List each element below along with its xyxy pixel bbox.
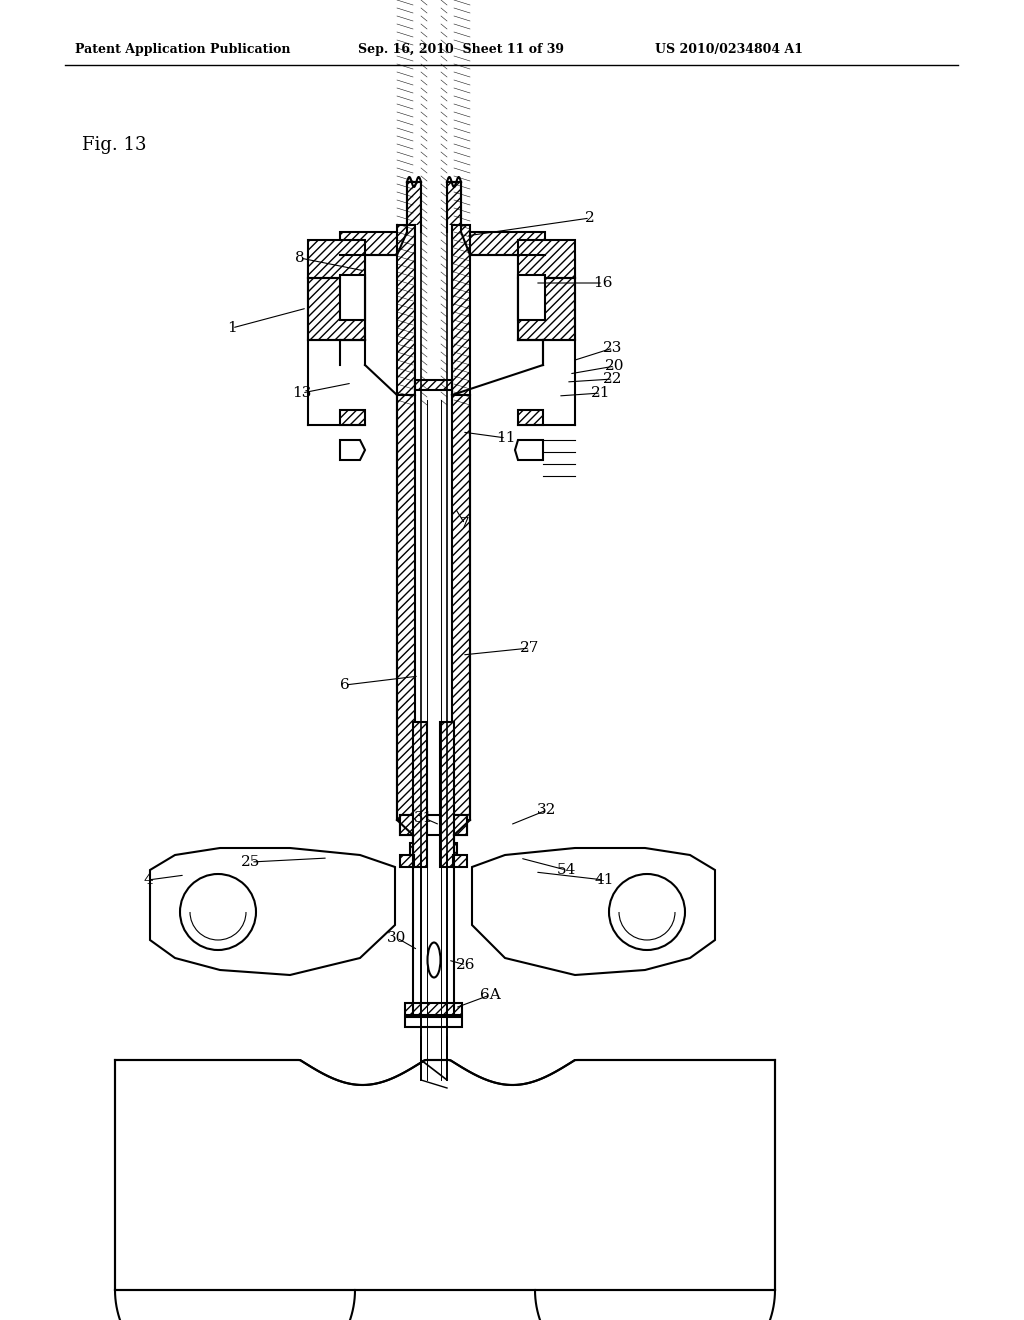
Text: 6: 6 — [340, 678, 350, 692]
Bar — [400, 855, 414, 867]
Bar — [340, 232, 545, 255]
Bar — [400, 814, 467, 836]
Text: 31: 31 — [415, 810, 434, 825]
Bar — [440, 722, 454, 867]
Text: 26: 26 — [457, 958, 476, 972]
Text: 22: 22 — [603, 372, 623, 385]
Text: Fig. 13: Fig. 13 — [82, 136, 146, 154]
Text: 7: 7 — [460, 517, 470, 531]
Bar — [452, 395, 470, 820]
Bar — [415, 224, 452, 395]
Bar — [308, 255, 365, 341]
Ellipse shape — [427, 942, 440, 978]
Circle shape — [609, 874, 685, 950]
Text: Patent Application Publication: Patent Application Publication — [75, 44, 291, 57]
Circle shape — [180, 874, 256, 950]
Bar — [518, 255, 575, 341]
Bar — [406, 1003, 462, 1015]
Bar — [415, 380, 452, 389]
Text: US 2010/0234804 A1: US 2010/0234804 A1 — [655, 44, 803, 57]
Bar — [447, 182, 461, 232]
Polygon shape — [150, 847, 395, 975]
Bar — [518, 240, 575, 279]
Polygon shape — [115, 1060, 775, 1290]
Bar — [340, 411, 365, 425]
Bar — [407, 182, 421, 232]
Text: 41: 41 — [594, 873, 613, 887]
Text: 20: 20 — [605, 359, 625, 374]
Text: 13: 13 — [292, 385, 311, 400]
Bar — [406, 1016, 462, 1027]
Text: 23: 23 — [603, 341, 623, 355]
Bar — [413, 722, 427, 867]
Bar — [308, 240, 365, 279]
Bar — [397, 224, 415, 395]
Text: 8: 8 — [295, 251, 305, 265]
Text: Sep. 16, 2010  Sheet 11 of 39: Sep. 16, 2010 Sheet 11 of 39 — [358, 44, 564, 57]
Text: 54: 54 — [556, 863, 575, 876]
Polygon shape — [472, 847, 715, 975]
Text: 1: 1 — [227, 321, 237, 335]
Polygon shape — [515, 440, 543, 459]
Bar — [444, 843, 457, 855]
Bar — [400, 814, 414, 836]
Text: 4: 4 — [143, 873, 153, 887]
Text: 11: 11 — [497, 432, 516, 445]
Polygon shape — [340, 440, 365, 459]
Text: 6A: 6A — [479, 987, 501, 1002]
Bar — [397, 395, 415, 820]
Bar — [452, 224, 470, 395]
Bar — [518, 275, 545, 319]
Text: 32: 32 — [538, 803, 557, 817]
Text: 27: 27 — [520, 642, 540, 655]
Bar — [453, 814, 467, 836]
Bar — [410, 843, 423, 855]
Text: 21: 21 — [591, 385, 610, 400]
Text: 2: 2 — [585, 211, 595, 224]
Text: 16: 16 — [593, 276, 612, 290]
Bar — [421, 182, 447, 232]
Text: 25: 25 — [242, 855, 261, 869]
Bar — [340, 275, 365, 319]
Text: 30: 30 — [387, 931, 407, 945]
Bar — [518, 411, 543, 425]
Bar — [453, 855, 467, 867]
